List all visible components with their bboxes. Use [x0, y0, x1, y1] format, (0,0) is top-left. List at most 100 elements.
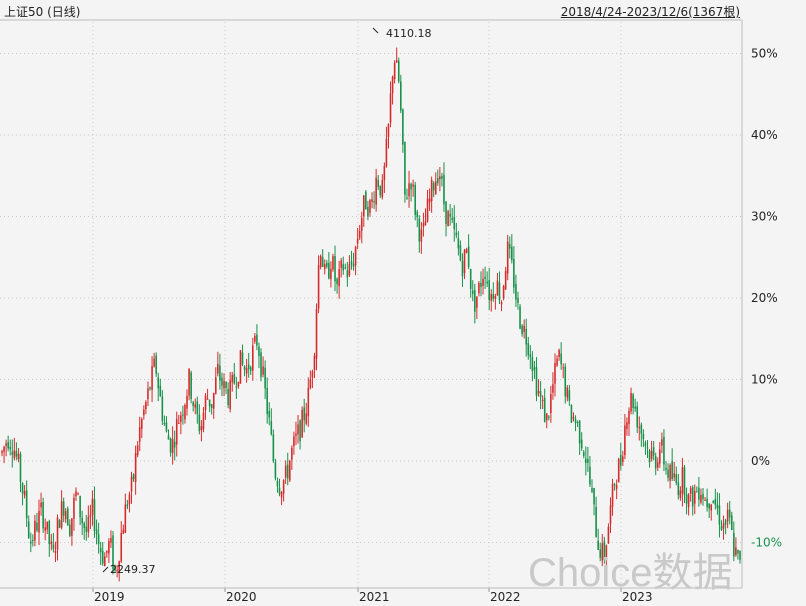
candle-body [175, 419, 178, 445]
candle-body [64, 511, 67, 520]
candle-body [34, 520, 36, 541]
candle-body [628, 410, 630, 425]
y-tick-label: 30% [751, 210, 778, 224]
candle-body [157, 377, 160, 389]
candle-body [420, 229, 423, 242]
candle-body [190, 372, 192, 400]
candle-body [691, 487, 694, 507]
candle-body [231, 375, 234, 383]
candle-body [254, 335, 256, 342]
candle-body [523, 325, 525, 332]
candle-body [638, 427, 641, 429]
candle-body [212, 392, 215, 409]
candle-body [143, 409, 145, 416]
candle-body [188, 369, 190, 396]
candle-body [332, 256, 334, 270]
candle-body [521, 325, 523, 335]
candle-body [430, 179, 433, 202]
candle-body [465, 249, 468, 253]
candle-body [286, 464, 289, 479]
candle-body [624, 425, 626, 456]
candle-body [644, 442, 647, 447]
candle-body [706, 498, 708, 508]
candle-body [118, 561, 120, 572]
candle-body [630, 393, 632, 412]
candle-body [278, 487, 281, 494]
candle-body [739, 550, 741, 560]
candle-body [313, 355, 316, 371]
candle-body [665, 467, 667, 470]
candle-body [192, 402, 194, 407]
candle-body [525, 328, 528, 345]
candle-body [245, 368, 248, 374]
candle-body [698, 487, 700, 500]
high-arrow [372, 27, 379, 34]
candle-body [722, 523, 725, 529]
candle-body [677, 482, 680, 496]
candle-body [642, 433, 645, 440]
candle-body [377, 179, 379, 187]
candle-body [167, 435, 170, 440]
candle-body [471, 290, 474, 294]
candle-body [383, 165, 386, 181]
x-tick-label: 2021 [359, 590, 390, 604]
candle-body [71, 518, 73, 536]
candle-body [367, 207, 369, 217]
candle-body [511, 246, 513, 261]
candle-body [15, 451, 18, 457]
candle-body [270, 421, 273, 435]
candle-body [344, 267, 347, 269]
candle-body [418, 218, 421, 242]
candle-body [247, 364, 250, 370]
y-tick-label: 0% [751, 454, 770, 468]
candle-body [550, 393, 552, 414]
candle-body [89, 515, 92, 518]
candle-body [17, 453, 20, 460]
candle-body [124, 504, 127, 533]
candle-body [225, 382, 227, 389]
candle-body [463, 249, 466, 273]
candle-body [288, 460, 291, 481]
candle-body [387, 124, 390, 137]
candle-body [99, 547, 102, 553]
candle-body [153, 358, 155, 367]
candle-body [369, 200, 371, 213]
candle-body [447, 211, 449, 227]
candle-body [363, 195, 365, 217]
candle-body [87, 517, 90, 533]
candle-body [321, 256, 324, 267]
candle-body [262, 366, 264, 375]
candle-body [414, 184, 416, 215]
candle-body [251, 345, 254, 371]
candle-body [506, 241, 509, 274]
low-arrow [102, 566, 109, 573]
candle-body [210, 404, 213, 409]
candle-body [402, 109, 404, 145]
y-tick-label: -10% [751, 536, 782, 550]
candle-body [346, 270, 349, 278]
candle-body [556, 358, 558, 366]
y-tick-label: 20% [751, 291, 778, 305]
candle-body [338, 269, 340, 287]
candle-body [702, 493, 704, 500]
candle-body [48, 520, 51, 544]
candle-body [541, 399, 544, 401]
candle-body [502, 286, 505, 299]
candle-body [126, 504, 129, 507]
candle-body [29, 541, 32, 544]
candle-body [202, 412, 205, 430]
candle-body [27, 521, 30, 538]
candle-body [601, 543, 604, 561]
candle-body [478, 282, 480, 294]
candle-body [171, 438, 174, 454]
candle-body [474, 290, 476, 312]
candle-body [93, 499, 96, 531]
candle-body [724, 520, 727, 525]
candle-body [373, 201, 375, 203]
date-range-label[interactable]: 2018/4/24-2023/12/6(1367根) [560, 5, 740, 19]
candle-body [46, 521, 49, 530]
candle-body [574, 419, 577, 423]
candle-body [299, 420, 301, 442]
low-annotation: 2249.37 [110, 563, 156, 576]
